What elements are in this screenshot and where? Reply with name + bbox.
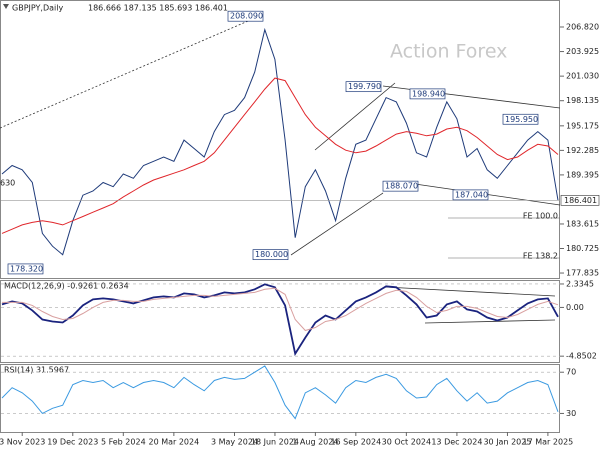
- rsi-title: RSI(14) 31.5967: [4, 366, 69, 375]
- trendline: [424, 319, 556, 324]
- level-label: 199.790: [348, 82, 381, 91]
- level-box: [227, 10, 264, 22]
- level-box: [409, 88, 446, 100]
- y-tick-label: 2.3345: [566, 279, 594, 288]
- level-label: 195.950: [505, 115, 538, 124]
- y-tick-label: 30: [566, 409, 576, 418]
- watermark: Action Forex: [390, 41, 507, 63]
- x-tick-label: 30 Oct 2024: [382, 438, 431, 447]
- level-box: [345, 81, 382, 93]
- icon: [3, 4, 9, 9]
- level-label: 180.000: [255, 250, 288, 259]
- rsi-panel: [0, 364, 560, 433]
- x-tick-label: 18 Jun 2024: [251, 438, 299, 447]
- series-line: [1, 27, 559, 256]
- y-tick-label: 70: [566, 368, 576, 377]
- y-tick-label: 192.285: [566, 146, 599, 155]
- x-tick-label: 17 Mar 2025: [523, 438, 574, 447]
- x-tick-label: 20 Mar 2024: [148, 438, 199, 447]
- level-label: 188.070: [385, 182, 418, 191]
- x-tick-label: 3 Nov 2023: [0, 438, 45, 447]
- macd-panel: [0, 280, 560, 363]
- level-box: [502, 113, 539, 125]
- y-tick-label: 206.820: [566, 22, 599, 31]
- trendline: [290, 192, 384, 256]
- series-line: [2, 287, 559, 332]
- last-price: 186.401: [564, 196, 597, 205]
- series-line: [1, 77, 559, 234]
- x-tick-label: 30 Jan 2025: [483, 438, 531, 447]
- y-tick-label: 203.925: [566, 47, 599, 56]
- x-tick-label: 16 Sep 2024: [330, 438, 381, 447]
- y-tick-label: 183.615: [566, 219, 599, 228]
- series-line: [1, 283, 559, 357]
- level-label: 630: [0, 179, 15, 188]
- y-tick-label: 195.175: [566, 121, 599, 130]
- level-box: [252, 249, 289, 261]
- fe-label: FE 138.2: [523, 252, 558, 261]
- series-line: [1, 365, 559, 420]
- x-tick-label: 3 May 2024: [211, 438, 258, 447]
- fe-label: FE 100.0: [523, 212, 558, 221]
- price-panel: [0, 0, 560, 279]
- y-tick-label: -4.8502: [566, 352, 597, 361]
- x-tick-label: 1 Aug 2024: [292, 438, 338, 447]
- level-box: [7, 263, 44, 275]
- y-tick-label: 198.135: [566, 96, 599, 105]
- y-tick-label: 201.030: [566, 72, 599, 81]
- ohlc: 186.666 187.135 185.693 186.401: [88, 4, 228, 13]
- trendline: [0, 14, 263, 129]
- y-tick-label: 177.835: [566, 269, 599, 278]
- last-price-box: [560, 195, 600, 206]
- x-tick-label: 19 Dec 2023: [47, 438, 98, 447]
- chart-title: GBPJPY,Daily: [12, 4, 63, 13]
- y-tick-label: 180.725: [566, 244, 599, 253]
- level-label: 187.040: [455, 190, 488, 199]
- x-tick-label: 5 Feb 2024: [101, 438, 146, 447]
- trendlines: [0, 14, 561, 324]
- macd-title: MACD(12,26,9) -0.9261 0.2634: [4, 282, 129, 291]
- level-label: 198.940: [412, 89, 445, 98]
- y-tick-label: 0.00: [566, 303, 584, 312]
- trendline: [384, 286, 556, 297]
- level-box: [382, 180, 419, 192]
- y-tick-label: 189.395: [566, 170, 599, 179]
- x-tick-label: 13 Dec 2024: [431, 438, 482, 447]
- level-label: 178.320: [10, 264, 43, 273]
- level-box: [452, 189, 489, 201]
- level-label: 208.090: [230, 12, 263, 21]
